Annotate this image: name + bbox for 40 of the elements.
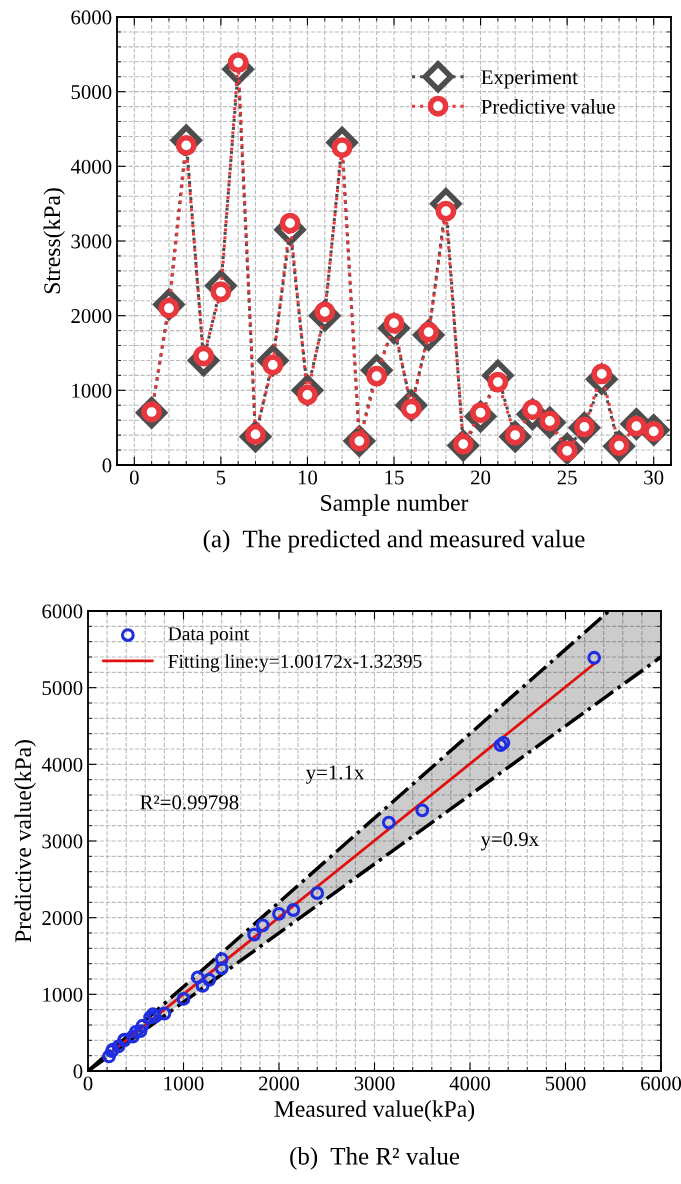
- legend-label: Data point: [168, 627, 250, 645]
- y-tick-label: 0: [73, 1064, 83, 1079]
- y-tick-label: 4000: [41, 757, 83, 772]
- y-tick-label: 3000: [71, 234, 112, 249]
- y-axis-title: Stress(kPa): [43, 188, 65, 294]
- y-tick-label: 0: [102, 458, 112, 473]
- y-tick-label: 3000: [42, 834, 83, 849]
- x-tick-label: 1000: [164, 1076, 204, 1091]
- y-tick-label: 6000: [71, 10, 112, 25]
- x-tick-label: 25: [557, 470, 577, 485]
- text: (b) The R² value: [290, 1147, 460, 1170]
- y-tick-label: 1000: [43, 987, 83, 1002]
- y-axis-title: Predictive value(kPa): [14, 740, 36, 943]
- y-tick-label: 5000: [71, 85, 112, 100]
- annotation: y=0.9x: [480, 832, 539, 851]
- x-tick-label: 20: [471, 470, 491, 485]
- x-tick-label: 15: [385, 470, 404, 485]
- legend-label: Fitting line:y=1.00172x-1.32395: [168, 654, 422, 672]
- legend-label: Predictive value: [481, 99, 615, 114]
- x-axis-title: Measured value(kPa): [274, 1100, 475, 1122]
- y-tick-label: 2000: [71, 309, 112, 324]
- text: (a) The predicted and measured value: [203, 529, 585, 553]
- y-tick-label: 2000: [42, 911, 83, 926]
- annotation: y=1.1x: [305, 765, 365, 784]
- x-tick-label: 6000: [641, 1076, 681, 1091]
- x-tick-label: 5: [216, 470, 226, 485]
- annotation: R²=0.99798: [140, 795, 239, 810]
- y-tick-label: 6000: [42, 604, 83, 619]
- legend-label: Experiment: [481, 70, 578, 89]
- x-tick-label: 10: [298, 470, 318, 485]
- y-tick-label: 5000: [42, 681, 83, 696]
- x-tick-label: 2000: [259, 1076, 300, 1091]
- y-tick-label: 1000: [72, 383, 112, 398]
- x-tick-label: 30: [644, 470, 664, 485]
- x-tick-label: 4000: [449, 1076, 491, 1091]
- x-axis-title: Sample number: [321, 494, 469, 516]
- y-tick-label: 4000: [70, 159, 112, 174]
- x-tick-label: 3000: [354, 1076, 395, 1091]
- x-tick-label: 0: [129, 470, 139, 485]
- x-tick-label: 5000: [545, 1076, 586, 1091]
